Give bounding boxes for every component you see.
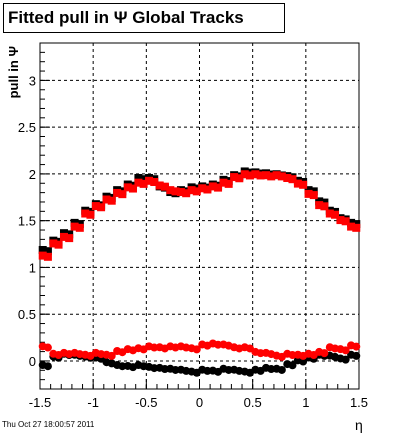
circle-marker: [43, 362, 52, 371]
y-tick-label: 2: [29, 167, 36, 182]
square-marker: [43, 247, 52, 256]
x-tick-label: -1: [87, 395, 99, 410]
labels-layer: -1.5 -1 -0.5 0 0.5 1 1.5 0 0.5 1 1.5 2 2.5 3: [18, 73, 368, 410]
square-marker: [65, 234, 74, 243]
square-marker: [91, 202, 100, 211]
square-marker: [97, 203, 106, 212]
square-marker: [235, 174, 244, 183]
chart-title: Fitted pull in Ψ Global Tracks: [3, 3, 285, 33]
circle-marker: [320, 349, 329, 358]
x-tick-label: -1.5: [29, 395, 51, 410]
square-marker: [299, 180, 308, 189]
square-marker: [304, 189, 313, 198]
circle-marker: [192, 345, 201, 354]
circle-marker: [107, 351, 116, 360]
circle-marker: [341, 346, 350, 355]
square-marker: [145, 176, 154, 185]
square-marker: [171, 187, 180, 196]
y-tick-label: 0: [29, 354, 36, 369]
square-marker: [309, 191, 318, 200]
square-marker: [59, 232, 68, 241]
square-marker: [107, 196, 116, 205]
square-marker: [283, 173, 292, 182]
square-marker: [262, 171, 271, 180]
x-tick-label: 0.5: [244, 395, 262, 410]
square-marker: [208, 182, 217, 191]
square-marker: [38, 246, 47, 254]
square-marker: [203, 185, 212, 194]
square-marker: [219, 178, 228, 187]
square-marker: [187, 186, 196, 195]
square-marker: [347, 222, 356, 231]
square-marker: [102, 195, 111, 204]
square-marker: [245, 171, 254, 180]
square-marker: [336, 216, 345, 225]
square-marker: [123, 183, 132, 192]
square-marker: [38, 251, 47, 260]
square-marker: [331, 210, 340, 219]
square-marker: [118, 190, 127, 199]
circle-marker: [288, 361, 297, 370]
square-marker: [54, 240, 63, 249]
timestamp-footer: Thu Oct 27 18:00:57 2011: [2, 420, 95, 429]
y-tick-label: 2.5: [18, 120, 36, 135]
square-marker: [251, 170, 260, 179]
circle-marker: [277, 365, 286, 374]
square-marker: [150, 178, 159, 186]
square-marker: [139, 179, 148, 188]
square-marker: [288, 175, 297, 184]
y-axis-label: pull in Ψ: [6, 46, 21, 98]
square-marker: [214, 183, 223, 192]
square-marker: [86, 210, 95, 219]
circle-marker: [341, 355, 350, 364]
square-marker: [128, 184, 137, 193]
square-marker: [256, 171, 265, 180]
x-tick-label: 0: [196, 395, 203, 410]
square-marker: [341, 217, 350, 226]
square-marker: [75, 223, 84, 232]
square-marker: [43, 252, 52, 261]
circle-marker: [43, 343, 52, 352]
square-marker: [315, 201, 324, 210]
square-marker: [176, 188, 185, 197]
square-marker: [81, 209, 90, 218]
square-marker: [49, 239, 58, 248]
x-tick-label: 1.5: [350, 395, 368, 410]
square-marker: [160, 182, 169, 191]
square-marker: [139, 175, 148, 184]
y-tick-label: 1.5: [18, 214, 36, 229]
square-marker: [182, 189, 191, 198]
square-marker: [166, 186, 175, 195]
square-marker: [155, 181, 164, 190]
square-marker: [70, 222, 79, 231]
square-marker: [325, 209, 334, 218]
square-marker: [277, 172, 286, 181]
square-marker: [267, 172, 276, 181]
circle-marker: [352, 351, 361, 360]
square-marker: [272, 171, 281, 180]
x-tick-label: -0.5: [135, 395, 157, 410]
y-tick-label: 1: [29, 260, 36, 275]
square-marker: [230, 173, 239, 182]
square-marker: [198, 184, 207, 193]
square-marker: [134, 178, 143, 187]
square-marker: [293, 179, 302, 188]
ticks-layer: [39, 42, 360, 390]
square-marker: [134, 173, 143, 182]
square-marker: [113, 188, 122, 197]
square-marker: [192, 187, 201, 196]
x-axis-label: η: [355, 417, 363, 433]
y-tick-label: 3: [29, 73, 36, 88]
square-marker: [240, 170, 249, 179]
x-tick-label: 1: [302, 395, 309, 410]
square-marker: [352, 223, 361, 232]
circle-marker: [352, 342, 361, 351]
square-marker: [320, 202, 329, 211]
marks-layer: [38, 167, 361, 377]
square-marker: [224, 179, 233, 188]
y-tick-label: 0.5: [18, 307, 36, 322]
